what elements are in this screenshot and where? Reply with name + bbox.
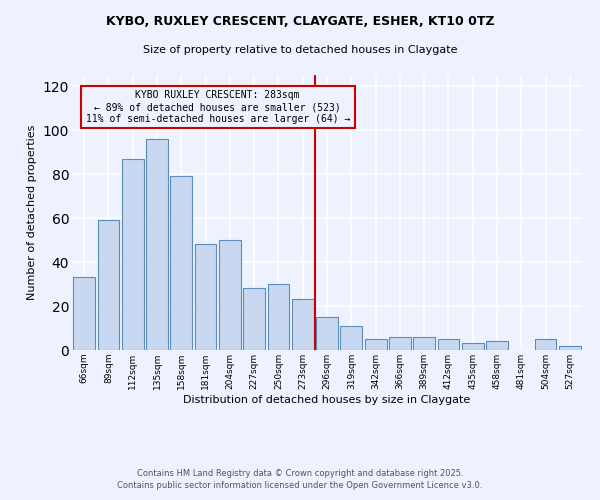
Bar [97,220,119,350]
Bar [219,240,241,350]
Bar [122,158,143,350]
Bar [437,339,460,350]
Text: Contains HM Land Registry data © Crown copyright and database right 2025.
Contai: Contains HM Land Registry data © Crown c… [118,468,482,490]
Text: KYBO RUXLEY CRESCENT: 283sqm
← 89% of detached houses are smaller (523)
11% of s: KYBO RUXLEY CRESCENT: 283sqm ← 89% of de… [86,90,350,124]
X-axis label: Distribution of detached houses by size in Claygate: Distribution of detached houses by size … [184,394,470,404]
Bar [146,139,168,350]
Bar [292,300,314,350]
Bar [268,284,289,350]
Bar [194,244,217,350]
Bar [365,339,386,350]
Text: Size of property relative to detached houses in Claygate: Size of property relative to detached ho… [143,45,457,55]
Bar [389,337,411,350]
Bar [413,337,435,350]
Bar [462,344,484,350]
Text: KYBO, RUXLEY CRESCENT, CLAYGATE, ESHER, KT10 0TZ: KYBO, RUXLEY CRESCENT, CLAYGATE, ESHER, … [106,15,494,28]
Bar [316,317,338,350]
Bar [486,341,508,350]
Bar [243,288,265,350]
Bar [170,176,192,350]
Y-axis label: Number of detached properties: Number of detached properties [27,125,37,300]
Bar [535,339,556,350]
Bar [340,326,362,350]
Bar [73,278,95,350]
Bar [559,346,581,350]
